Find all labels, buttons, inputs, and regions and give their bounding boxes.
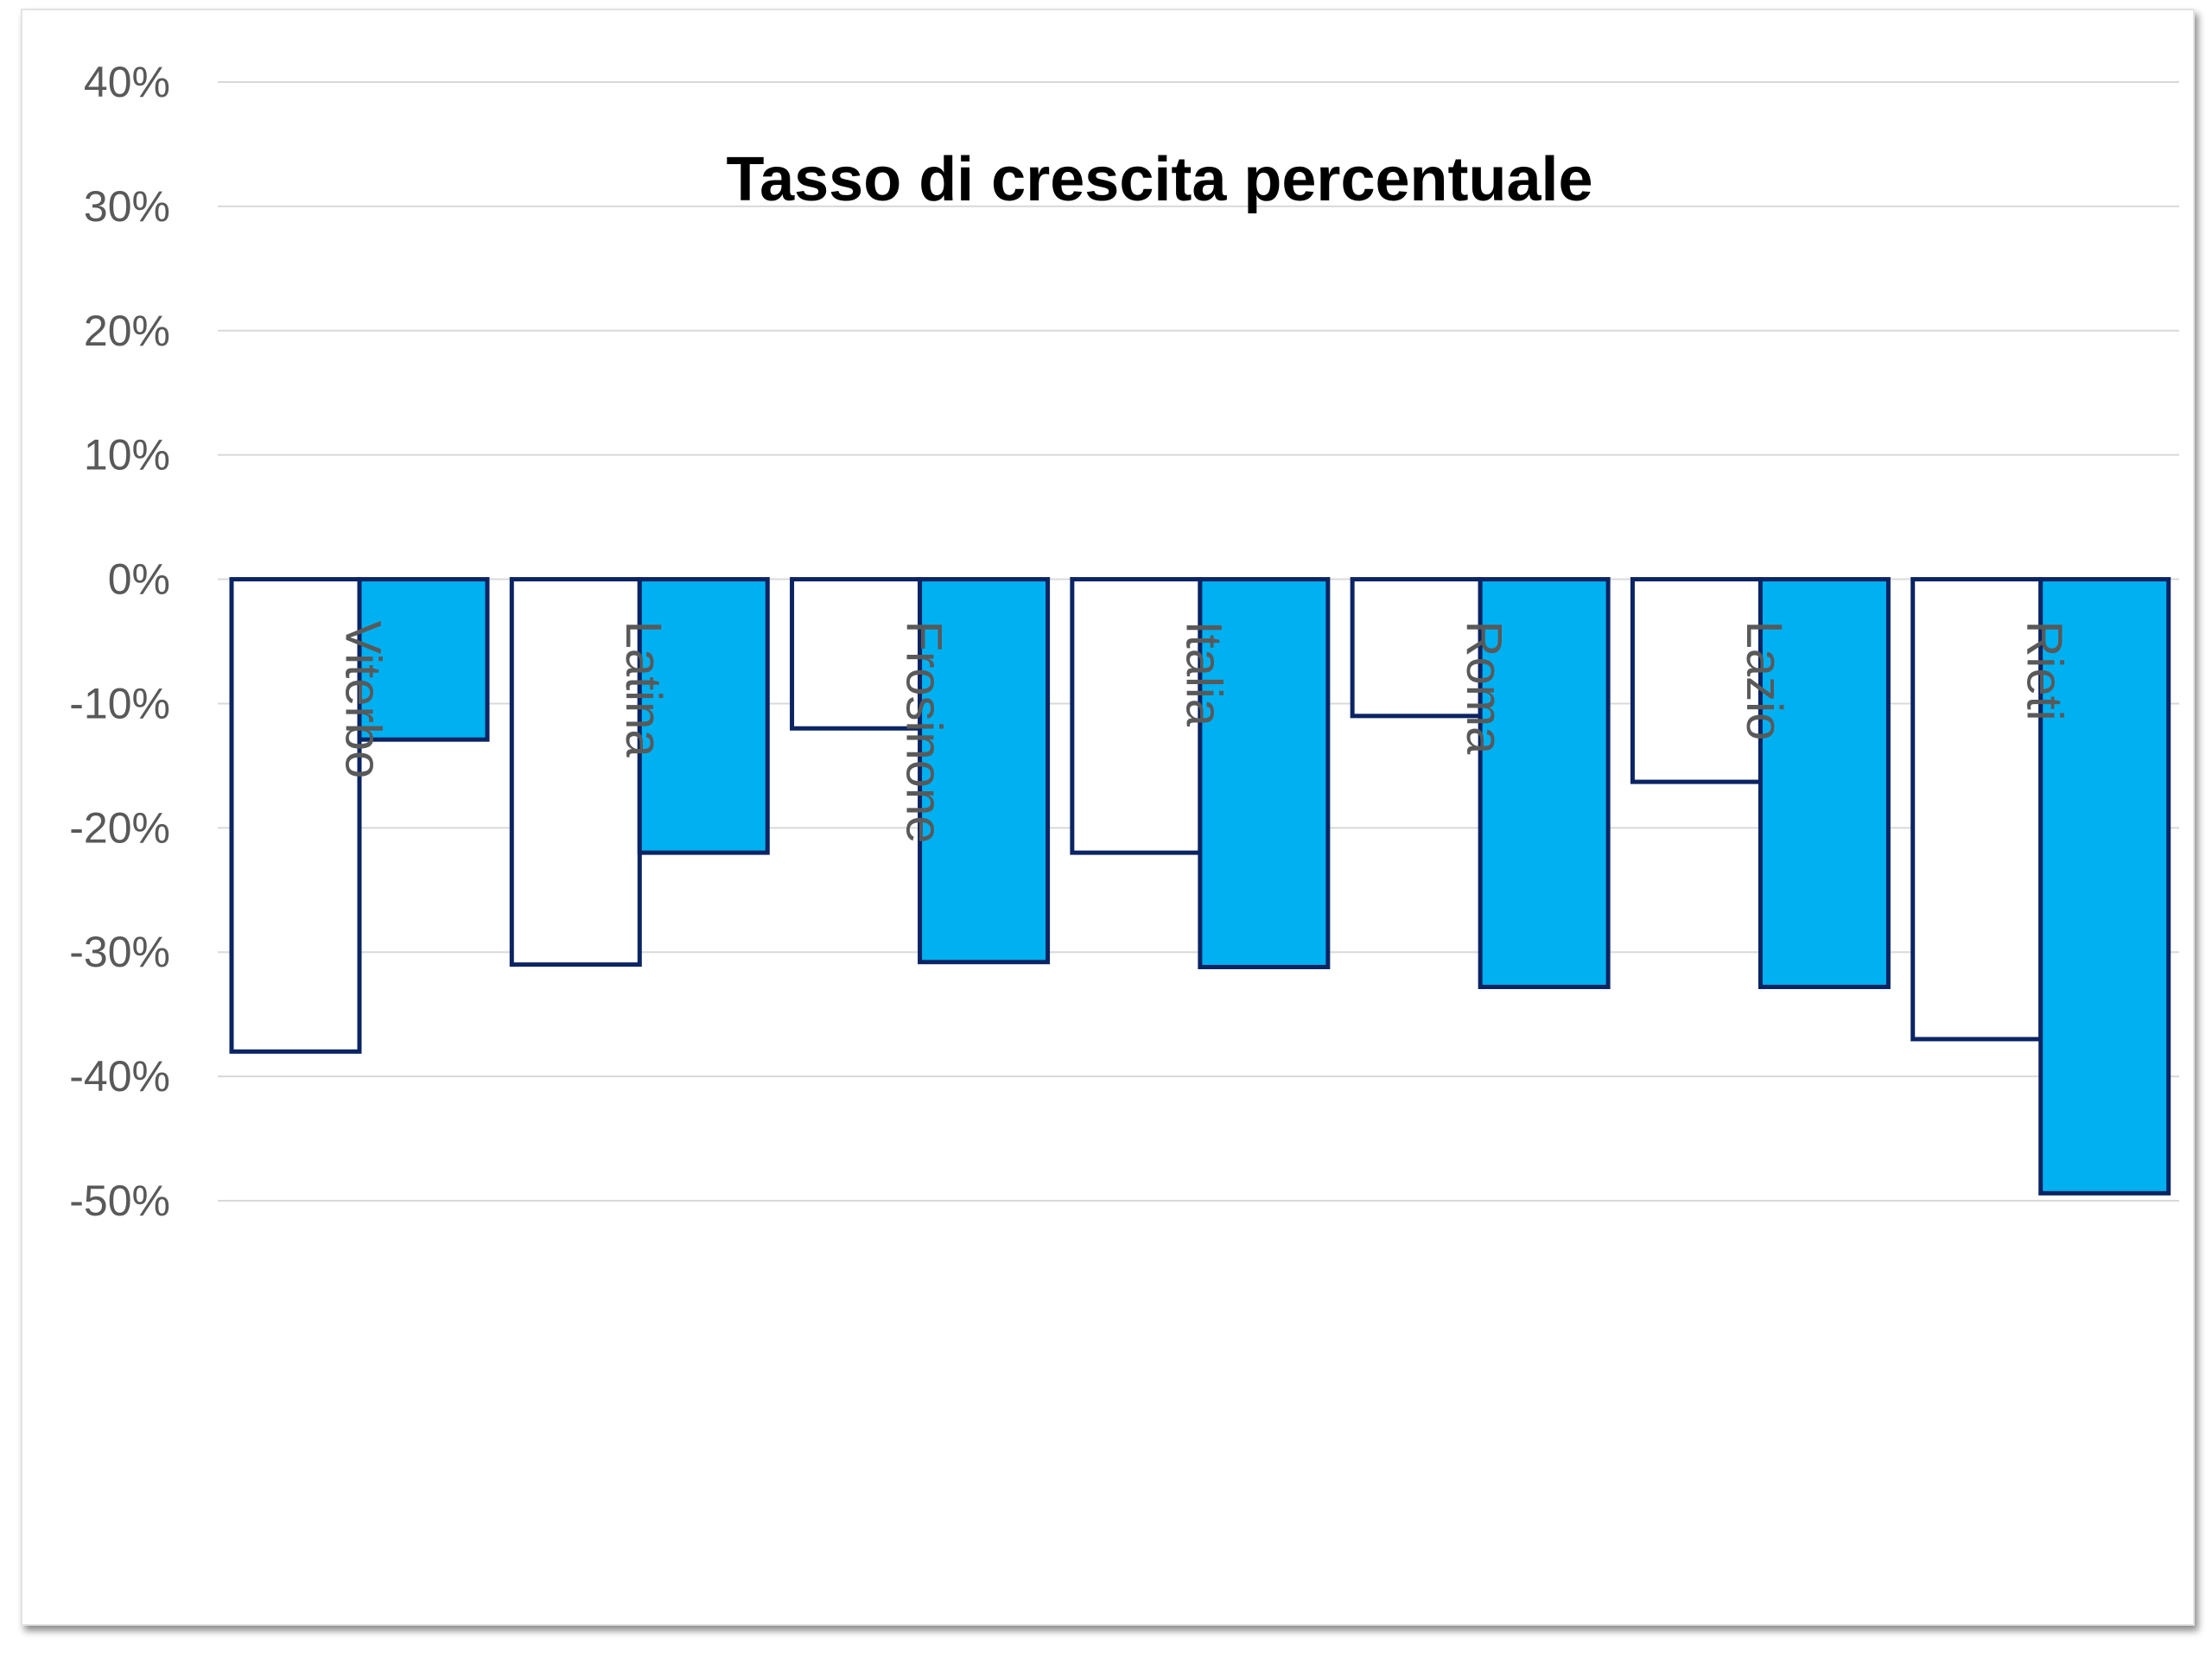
bar-series-2 [2038, 577, 2171, 1196]
y-tick-label: -50% [69, 1177, 170, 1225]
bar-series-1 [509, 577, 642, 967]
y-tick-label: -20% [69, 803, 170, 852]
category-label: Roma [1456, 621, 1512, 755]
bar-series-2 [1478, 577, 1611, 990]
y-tick-label: -10% [69, 679, 170, 727]
category-labels: Viterbo Latina Frosinone Italia Roma Lazio Rie… [335, 621, 2073, 844]
bar-series-2 [1758, 577, 1891, 990]
bar-series-1 [1630, 577, 1763, 784]
y-tick-label: 10% [84, 431, 170, 479]
category-label: Lazio [1736, 621, 1792, 741]
category-label: Italia [1176, 621, 1232, 727]
y-axis-tick-labels: 40% 30% 20% 10% 0% -10% -20% -30% -40% -50% [69, 58, 170, 1225]
bar-chart: 40% 30% 20% 10% 0% -10% -20% -30% -40% -50% Viter… [69, 58, 2179, 1225]
bar-series-1 [1350, 577, 1483, 719]
y-tick-label: -30% [69, 928, 170, 976]
bar-series-1 [790, 577, 923, 731]
bar-series-1 [1910, 577, 2044, 1042]
category-label: Frosinone [895, 621, 951, 844]
bar-series-2 [637, 577, 770, 855]
y-tick-label: 0% [108, 555, 170, 604]
bar-series-2 [918, 577, 1051, 965]
category-label: Viterbo [335, 621, 391, 779]
bar-series-2 [357, 577, 490, 742]
bar-series-2 [1198, 577, 1331, 969]
category-label: Rieti [2016, 621, 2072, 721]
chart-frame: 40% 30% 20% 10% 0% -10% -20% -30% -40% -50% Viter… [21, 9, 2195, 1626]
bar-series-1 [229, 577, 362, 1054]
y-tick-label: 20% [84, 307, 170, 355]
bars [229, 577, 2171, 1196]
y-tick-label: 30% [84, 182, 170, 231]
y-tick-label: -40% [69, 1052, 170, 1101]
chart-title: Tasso di crescita percentuale [726, 145, 1592, 214]
y-tick-label: 40% [84, 58, 170, 106]
category-label: Latina [615, 621, 671, 758]
bar-series-1 [1070, 577, 1203, 855]
